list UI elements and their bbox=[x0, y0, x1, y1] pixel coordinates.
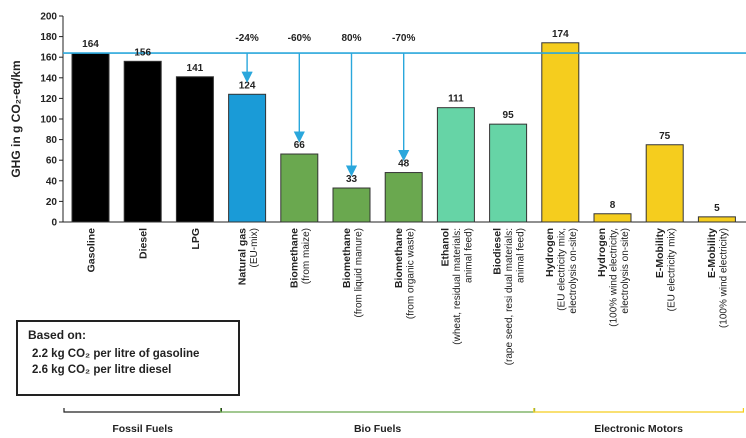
category-label-8: Biodiesel bbox=[492, 228, 504, 275]
y-tick-label-60: 60 bbox=[46, 156, 58, 167]
bar-7 bbox=[436, 107, 475, 223]
y-tick-label-80: 80 bbox=[46, 135, 58, 146]
category-label-10: Hydrogen bbox=[596, 228, 608, 277]
basis-note-title: Based on: bbox=[28, 328, 87, 342]
category-sublabel-7-1: (wheat, residual materials: bbox=[452, 228, 463, 345]
bar-0 bbox=[71, 52, 110, 223]
bar-3 bbox=[228, 93, 267, 223]
category-label-9: Hydrogen bbox=[544, 228, 556, 277]
value-label-1: 156 bbox=[134, 47, 151, 58]
category-label-6: Biomethane bbox=[393, 228, 405, 288]
category-sublabel-3-1: (EU-mix) bbox=[249, 228, 260, 267]
y-tick-label-100: 100 bbox=[40, 115, 57, 126]
category-sublabel-12-1: (100% wind electricity) bbox=[719, 228, 730, 328]
bar-8 bbox=[489, 123, 528, 223]
category-label-11: E-Mobility bbox=[654, 228, 666, 278]
category-sublabel-9-2: electrolysis on-site) bbox=[568, 228, 579, 314]
category-label-7: Ethanol bbox=[439, 228, 451, 267]
bar-4 bbox=[280, 153, 319, 223]
bar-10 bbox=[593, 213, 632, 223]
basis-note-line-gasoline: 2.2 kg CO₂ per litre of gasoline bbox=[32, 348, 200, 360]
value-label-0: 164 bbox=[82, 39, 99, 50]
bar-11 bbox=[645, 144, 684, 223]
value-label-4: 66 bbox=[294, 140, 306, 151]
bar-6 bbox=[384, 172, 423, 223]
basis-note-line-diesel: 2.6 kg CO₂ per litre diesel bbox=[32, 364, 172, 376]
category-sublabel-4-1: (from maize) bbox=[301, 228, 312, 284]
value-label-5: 33 bbox=[346, 174, 358, 185]
category-label-0: Gasoline bbox=[86, 228, 98, 273]
category-sublabel-10-2: electrolysis on-site) bbox=[620, 228, 631, 314]
y-tick-label-180: 180 bbox=[40, 32, 57, 43]
category-label-2: LPG bbox=[190, 228, 202, 250]
category-sublabel-9-1: (EU electricity mix, bbox=[556, 228, 567, 311]
value-label-3: 124 bbox=[239, 80, 256, 91]
value-label-11: 75 bbox=[659, 131, 671, 142]
y-tick-label-200: 200 bbox=[40, 12, 57, 23]
y-axis-title: GHG in g CO₂-eq/km bbox=[9, 60, 23, 177]
value-label-8: 95 bbox=[503, 110, 515, 121]
value-label-2: 141 bbox=[187, 63, 204, 74]
group-bracket-1 bbox=[220, 408, 536, 413]
bar-12 bbox=[697, 216, 736, 223]
category-label-1: Diesel bbox=[138, 228, 150, 259]
change-label-5: 80% bbox=[341, 33, 361, 44]
change-label-3: -24% bbox=[235, 33, 258, 44]
y-tick-label-40: 40 bbox=[46, 176, 58, 187]
y-tick-label-140: 140 bbox=[40, 73, 57, 84]
basis-note-box: Based on: 2.2 kg CO₂ per litre of gasoli… bbox=[16, 320, 240, 396]
category-label-5: Biomethane bbox=[341, 228, 353, 288]
bar-1 bbox=[123, 60, 162, 223]
y-tick-label-160: 160 bbox=[40, 53, 57, 64]
bar-5 bbox=[332, 187, 371, 223]
category-sublabel-7-2: animal feed) bbox=[463, 228, 474, 283]
value-label-6: 48 bbox=[398, 159, 410, 170]
bar-2 bbox=[175, 76, 214, 223]
bar-9 bbox=[541, 42, 580, 223]
change-label-4: -60% bbox=[288, 33, 311, 44]
category-sublabel-11-1: (EU electricity mix) bbox=[666, 228, 677, 311]
group-label-1: Bio Fuels bbox=[354, 423, 401, 435]
value-label-12: 5 bbox=[714, 203, 720, 214]
category-sublabel-5-1: (from liquid manure) bbox=[353, 228, 364, 317]
category-label-3: Natural gas bbox=[236, 228, 248, 285]
category-sublabel-8-1: (rape seed, resi dual materials: bbox=[504, 228, 515, 365]
category-sublabel-6-1: (from organic waste) bbox=[405, 228, 416, 319]
value-label-7: 111 bbox=[448, 94, 464, 105]
group-bracket-0 bbox=[63, 408, 222, 413]
change-label-6: -70% bbox=[392, 33, 415, 44]
category-sublabel-10-1: (100% wind electricity, bbox=[609, 228, 620, 327]
group-label-0: Fossil Fuels bbox=[112, 423, 173, 435]
group-bracket-2 bbox=[533, 408, 744, 413]
group-label-2: Electronic Motors bbox=[594, 423, 683, 435]
y-tick-label-20: 20 bbox=[46, 197, 58, 208]
category-label-4: Biomethane bbox=[289, 228, 301, 288]
value-label-9: 174 bbox=[552, 29, 569, 40]
y-tick-label-0: 0 bbox=[51, 218, 57, 229]
value-label-10: 8 bbox=[610, 200, 616, 211]
category-sublabel-8-2: animal feed) bbox=[516, 228, 527, 283]
y-tick-label-120: 120 bbox=[40, 94, 57, 105]
category-label-12: E-Mobility bbox=[706, 228, 718, 278]
